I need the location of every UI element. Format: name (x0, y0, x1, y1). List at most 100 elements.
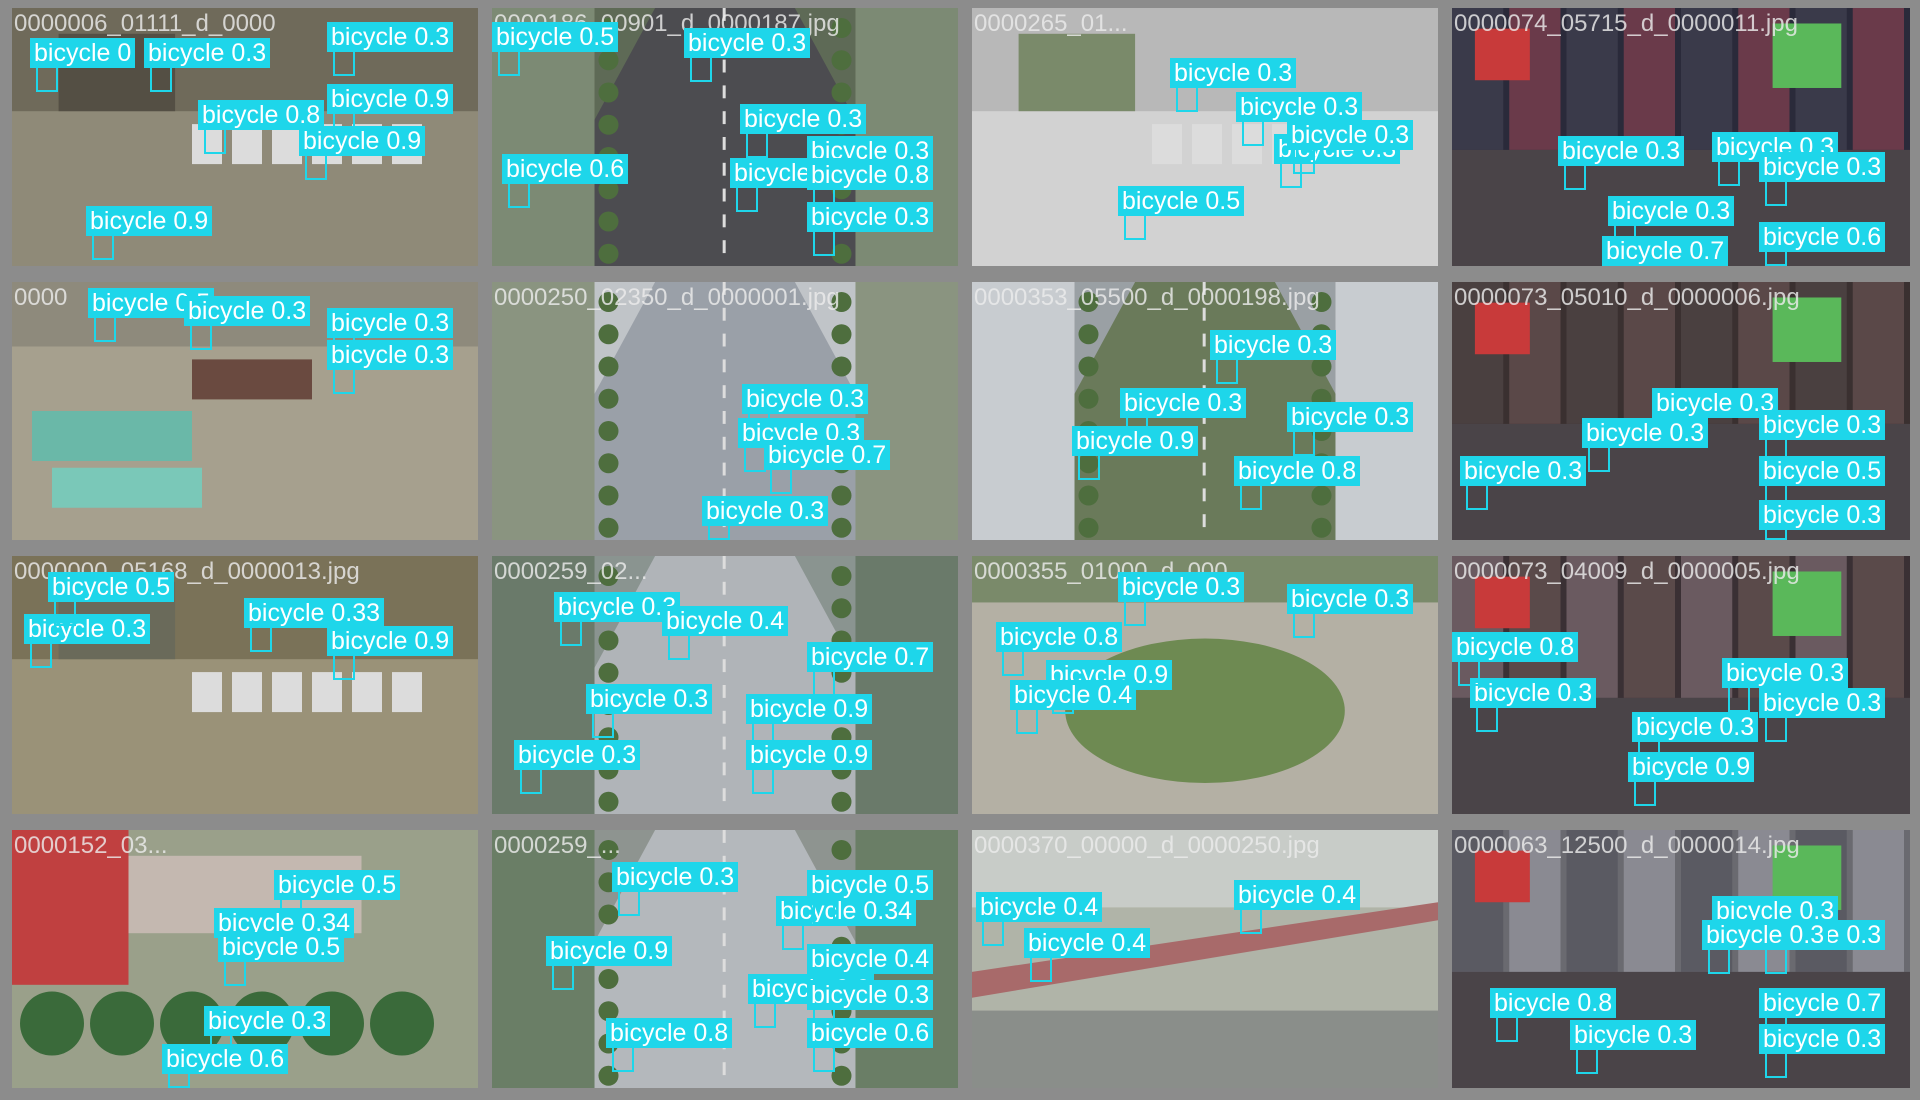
detection-label: bicycle 0.34 (776, 896, 917, 926)
detection-label: bicycle 0.3 (1702, 920, 1829, 950)
detection-label: bicycle 0.5 (1118, 186, 1245, 216)
detection-label: bicycle 0.3 (1652, 388, 1779, 418)
detection-box (592, 712, 614, 738)
detection-label: bicycle 0.3 (1470, 678, 1597, 708)
detection-label: bicycle 0.9 (299, 126, 426, 156)
detection-box (36, 66, 58, 92)
image-tile[interactable]: 0000152_03... bicycle 0.5 bicycle 0.34 bicy… (12, 830, 478, 1088)
detection-label: bicycle 0.3 (1558, 136, 1685, 166)
image-tile[interactable]: 0000353_05500_d_0000198.jpg bicycle 0.3 bi… (972, 282, 1438, 540)
detection-label: bicycle 0.8 (807, 160, 934, 190)
detection-box (736, 186, 758, 212)
image-tile[interactable]: 0000265_01... bicycle 0.3 bicycle 0.3 bicyc… (972, 8, 1438, 266)
detection-box (1124, 600, 1146, 626)
image-tile[interactable]: 0000 bicycle 0.5 bicycle 0.3 bicycle 0.3 bic… (12, 282, 478, 540)
detection-box (813, 670, 835, 696)
detection-label: bicycle 0.4 (1234, 880, 1361, 910)
detection-box (1240, 484, 1262, 510)
detection-box (204, 128, 226, 154)
detection-box (1765, 250, 1787, 266)
detection-box (618, 890, 640, 916)
detection-label: bicycle 0.3 (1759, 688, 1886, 718)
detection-label: bicycle 0.3 (1759, 152, 1886, 182)
detection-label: bicycle 0.3 (1287, 584, 1414, 614)
detection-label: bicycle 0.3 (612, 862, 739, 892)
detection-label: bicycle 0.6 (1759, 222, 1886, 252)
detection-box (782, 924, 804, 950)
detection-label: bicycle 0.3 (807, 202, 934, 232)
image-tile[interactable]: 0000355_01000_d_000 bicycle 0.3 bicycle 0.… (972, 556, 1438, 814)
detection-label: bicycle 0.3 (740, 104, 867, 134)
detection-label: bicycle 0.33 (244, 598, 385, 628)
detection-label: bicycle 0.4 (1024, 928, 1151, 958)
detection-box (333, 654, 355, 680)
image-tile[interactable]: 0000074_05715_d_0000011.jpg bicycle 0.3 bi… (1452, 8, 1910, 266)
detection-box (1634, 780, 1656, 806)
detection-label: bicycle 0.4 (1010, 680, 1137, 710)
detection-label: bicycle 0.3 (1170, 58, 1297, 88)
detection-label: bicycle 0.3 (1608, 196, 1735, 226)
detection-label: bicycle 0.7 (1602, 236, 1729, 266)
detection-label: bicycle 0.8 (1234, 456, 1361, 486)
image-tile[interactable]: 0000250_02350_d_0000001.jpg bicycle 0.3 bi… (492, 282, 958, 540)
detection-box (190, 324, 212, 350)
detection-label: bicycle 0.5 (807, 870, 934, 900)
detection-box (752, 768, 774, 794)
detection-box (1718, 160, 1740, 186)
detection-label: bicycle 0.9 (746, 694, 873, 724)
detection-box (708, 524, 730, 540)
detection-box (150, 66, 172, 92)
detection-label: bicycle 0.7 (807, 642, 934, 672)
detection-label: bicycle 0.3 (327, 22, 454, 52)
detection-box (333, 50, 355, 76)
image-tile[interactable]: 0000186_00901_d_0000187.jpg bicycle 0.5 bi… (492, 8, 958, 266)
detection-box (1002, 650, 1024, 676)
detection-box (1293, 612, 1315, 638)
image-tile[interactable]: 0000259_... bicycle 0.3 bicycle 0.34 bicycl… (492, 830, 958, 1088)
detection-box (813, 230, 835, 256)
detection-box (1708, 948, 1730, 974)
image-tile[interactable]: 0000073_04009_d_0000005.jpg bicycle 0.3 bi… (1452, 556, 1910, 814)
detection-label: bicycle 0.8 (1452, 632, 1579, 662)
detection-box (94, 316, 116, 342)
detection-box (744, 446, 766, 472)
detection-label: bicycle 0.4 (662, 606, 789, 636)
detection-box (498, 50, 520, 76)
detection-label: bicycle 0.8 (1490, 988, 1617, 1018)
image-tile[interactable]: 0000073_05010_d_0000006.jpg bicycle 0.3 bi… (1452, 282, 1910, 540)
detection-box (520, 768, 542, 794)
detection-box (813, 1046, 835, 1072)
detection-label: bicycle 0.3 (554, 592, 681, 622)
image-tile[interactable]: 0000259_02... bicycle 0.3 bicycle 0.4 bicyc… (492, 556, 958, 814)
detection-label: bicycle 0.3 (514, 740, 641, 770)
detection-box (560, 620, 582, 646)
image-tile[interactable]: 0000370_00000_d_0000250.jpg bicycle 0.4 bi… (972, 830, 1438, 1088)
detection-label: bicycle 0 (30, 38, 136, 68)
detection-label: bicycle 0.3 (1120, 388, 1247, 418)
detection-box (612, 1046, 634, 1072)
detection-label: bicycle 0.3 (327, 340, 454, 370)
detection-label: bicycle 0.6 (502, 154, 629, 184)
detection-label: bicycle 0.3 (1632, 712, 1759, 742)
detection-label: bicycle 0.3 (1118, 572, 1245, 602)
detection-box (1728, 686, 1750, 712)
detection-label: bicycle 0.7 (1759, 988, 1886, 1018)
image-tile[interactable]: 0000000_05168_d_0000013.jpg bicycle 0.3 bi… (12, 556, 478, 814)
detection-box (333, 368, 355, 394)
detection-label: bicycle 0.9 (86, 206, 213, 236)
detection-label: bicycle 0.3 (1460, 456, 1587, 486)
detection-label: bicycle 0.8 (606, 1018, 733, 1048)
detection-label: bicycle 0.4 (976, 892, 1103, 922)
detection-label: bicycle 0.3 (1759, 410, 1886, 440)
detection-box (690, 56, 712, 82)
detection-box (1564, 164, 1586, 190)
detection-box (1496, 1016, 1518, 1042)
detection-box (770, 468, 792, 494)
detection-box (1176, 86, 1198, 112)
image-tile[interactable]: 0000006_01111_d_0000 bicycle 0 bicycle 0.3… (12, 8, 478, 266)
detection-label: bicycle 0.3 (24, 614, 151, 644)
detection-box (168, 1072, 190, 1088)
detection-box (668, 634, 690, 660)
detection-label: bicycle 0.6 (807, 1018, 934, 1048)
